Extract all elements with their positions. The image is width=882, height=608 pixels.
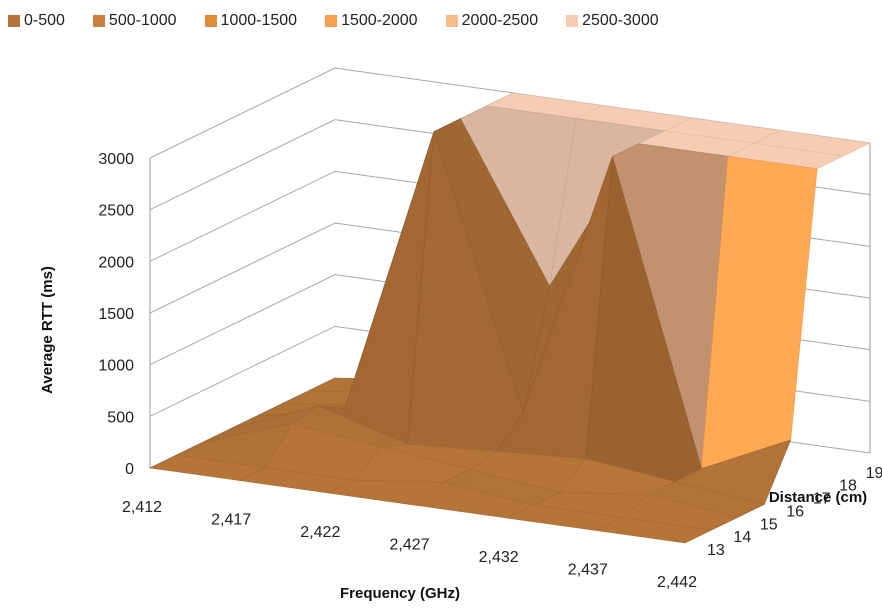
legend-label: 0-500 <box>24 12 65 29</box>
y-tick-label: 2000 <box>98 254 134 271</box>
y-tick-label: 500 <box>107 409 134 426</box>
y-axis-title: Average RTT (ms) <box>39 266 56 394</box>
axis-ticks: 0 500 1000 1500 2000 2500 3000 2,412 2,417 2,422 2… <box>98 151 882 591</box>
legend-swatch <box>445 15 458 27</box>
z-tick-label: 18 <box>839 478 857 495</box>
y-tick-label: 0 <box>125 461 134 478</box>
legend-item: 1500-2000 <box>325 12 418 30</box>
legend-item: 2000-2500 <box>445 12 539 30</box>
legend-label: 1500-2000 <box>341 12 418 29</box>
legend-item: 500-1000 <box>92 12 177 30</box>
z-axis-title: Distance (cm) <box>769 489 867 506</box>
z-tick-label: 13 <box>707 542 725 559</box>
z-tick-label: 15 <box>760 516 778 533</box>
x-tick-label: 2,422 <box>300 524 340 541</box>
x-axis-title: Frequency (GHz) <box>340 585 460 602</box>
legend-swatch <box>325 15 338 27</box>
x-tick-label: 2,432 <box>479 549 519 566</box>
surface-patch <box>594 517 713 544</box>
z-tick-label: 19 <box>866 465 882 482</box>
x-tick-label: 2,417 <box>211 512 251 529</box>
legend-item: 1000-1500 <box>204 12 298 30</box>
x-tick-label: 2,437 <box>568 562 608 579</box>
legend-swatch <box>8 15 20 27</box>
z-tick-label: 16 <box>786 503 804 520</box>
legend-label: 1000-1500 <box>220 12 298 29</box>
legend-swatch <box>566 15 579 27</box>
z-tick-label: 17 <box>813 491 831 508</box>
x-tick-label: 2,412 <box>122 499 162 516</box>
y-tick-label: 3000 <box>98 151 134 168</box>
y-tick-label: 1000 <box>98 358 134 375</box>
legend-swatch <box>92 15 105 27</box>
y-tick-label: 2500 <box>98 203 134 220</box>
chart-legend: 0-500 500-1000 1000-1500 1500-2000 2000-2500… <box>8 8 878 34</box>
legend-item: 0-500 <box>8 12 65 30</box>
legend-swatch <box>204 15 217 27</box>
legend-label: 2000-2500 <box>461 12 539 29</box>
legend-label: 2500-3000 <box>582 12 659 29</box>
legend-label: 500-1000 <box>108 12 177 29</box>
x-tick-label: 2,427 <box>389 537 429 554</box>
y-tick-label: 1500 <box>98 306 134 323</box>
legend-item: 2500-3000 <box>566 12 659 30</box>
surface-plot <box>148 92 872 544</box>
x-tick-label: 2,442 <box>657 574 697 591</box>
z-tick-label: 14 <box>733 529 751 546</box>
